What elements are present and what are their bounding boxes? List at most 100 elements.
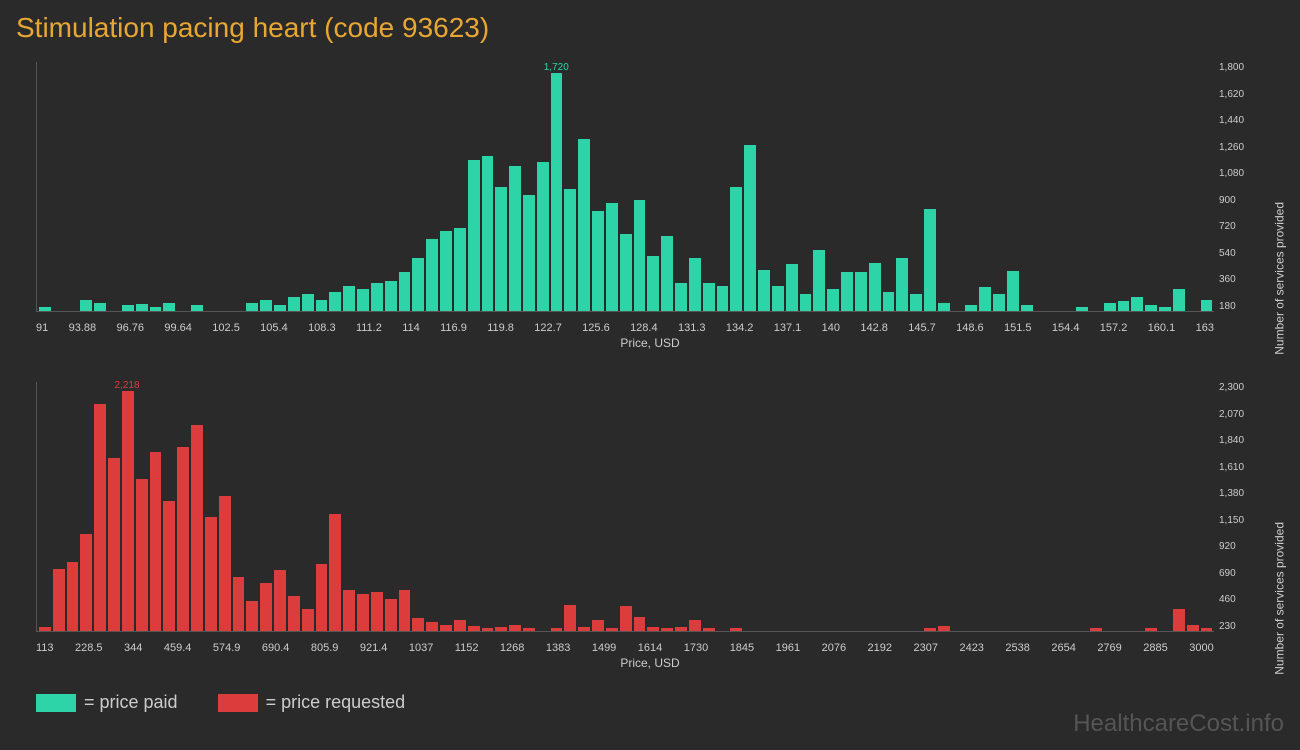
bar [551,628,563,631]
bar [426,239,438,311]
bar [938,626,950,631]
bar [1021,305,1033,311]
bar [219,496,231,631]
bar [551,73,563,311]
chart1-x-axis: 9193.8896.7699.64102.5105.4108.3111.2114… [36,322,1214,334]
bar [39,627,51,631]
x-tick: 163 [1196,322,1214,334]
bar [150,452,162,631]
x-tick: 3000 [1189,642,1213,654]
x-tick: 2307 [914,642,938,654]
x-tick: 2769 [1097,642,1121,654]
bar [260,300,272,311]
chart1-y-axis: 1803605407209001,0801,2601,4401,6201,800 [1219,62,1249,312]
bar [1187,625,1199,631]
bar [454,228,466,311]
bar [357,594,369,631]
x-tick: 805.9 [311,642,339,654]
bar [537,162,549,311]
bar [634,617,646,631]
legend-swatch-requested [218,694,258,712]
bar [786,264,798,311]
y-tick: 2,070 [1219,409,1249,420]
bar [343,286,355,311]
bar [675,627,687,631]
legend-item-paid: = price paid [36,692,178,713]
x-tick: 116.9 [440,322,467,334]
bar [80,534,92,631]
x-tick: 1730 [684,642,708,654]
bar [67,562,79,631]
x-tick: 142.8 [860,322,888,334]
bar [39,307,51,311]
x-tick: 459.4 [164,642,192,654]
y-tick: 2,300 [1219,382,1249,393]
bar [578,627,590,631]
x-tick: 102.5 [212,322,240,334]
bar [703,283,715,311]
bar [841,272,853,311]
bar [620,606,632,631]
y-tick: 900 [1219,195,1249,206]
chart1-x-label: Price, USD [620,336,679,350]
x-tick: 119.8 [487,322,514,334]
x-tick: 574.9 [213,642,241,654]
x-tick: 690.4 [262,642,290,654]
y-tick: 1,380 [1219,488,1249,499]
chart2-x-label: Price, USD [620,656,679,670]
bar [53,569,65,631]
bar [274,305,286,311]
bar [191,425,203,631]
y-tick: 460 [1219,594,1249,605]
bar [191,305,203,311]
bar [509,166,521,311]
y-tick: 230 [1219,621,1249,632]
bar [288,297,300,311]
y-tick: 1,840 [1219,435,1249,446]
bar [246,303,258,311]
bar [371,283,383,311]
bar [163,303,175,311]
bar [495,187,507,312]
chart2-bars [37,382,1214,631]
y-tick: 180 [1219,301,1249,312]
bar [1090,628,1102,631]
bar [399,590,411,631]
y-tick: 1,610 [1219,462,1249,473]
bar [883,292,895,311]
chart2-y-label: Number of services provided [1273,522,1287,675]
bar [412,258,424,311]
x-tick: 1037 [409,642,433,654]
bar [177,447,189,631]
x-tick: 2192 [868,642,892,654]
x-tick: 2885 [1143,642,1167,654]
x-tick: 1961 [776,642,800,654]
legend-label-requested: = price requested [266,692,406,713]
chart2-x-axis: 113228.5344459.4574.9690.4805.9921.41037… [36,642,1214,654]
bar [813,250,825,311]
bar [578,139,590,311]
x-tick: 1614 [638,642,662,654]
bar [703,628,715,631]
x-tick: 160.1 [1148,322,1176,334]
bar [689,258,701,311]
bar [689,620,701,631]
bar [523,195,535,311]
bar [122,391,134,631]
bar [855,272,867,311]
x-tick: 122.7 [534,322,562,334]
chart-price-requested: 2,218 113228.5344459.4574.9690.4805.9921… [16,372,1284,672]
bar [634,200,646,311]
bar [979,287,991,311]
bar [385,281,397,311]
bar [302,609,314,631]
bar [94,404,106,631]
bar [1131,297,1143,311]
x-tick: 96.76 [117,322,145,334]
bar [399,272,411,311]
x-tick: 108.3 [308,322,336,334]
x-tick: 1152 [455,642,479,654]
bar [385,599,397,631]
bar [1145,628,1157,631]
bar [468,626,480,631]
